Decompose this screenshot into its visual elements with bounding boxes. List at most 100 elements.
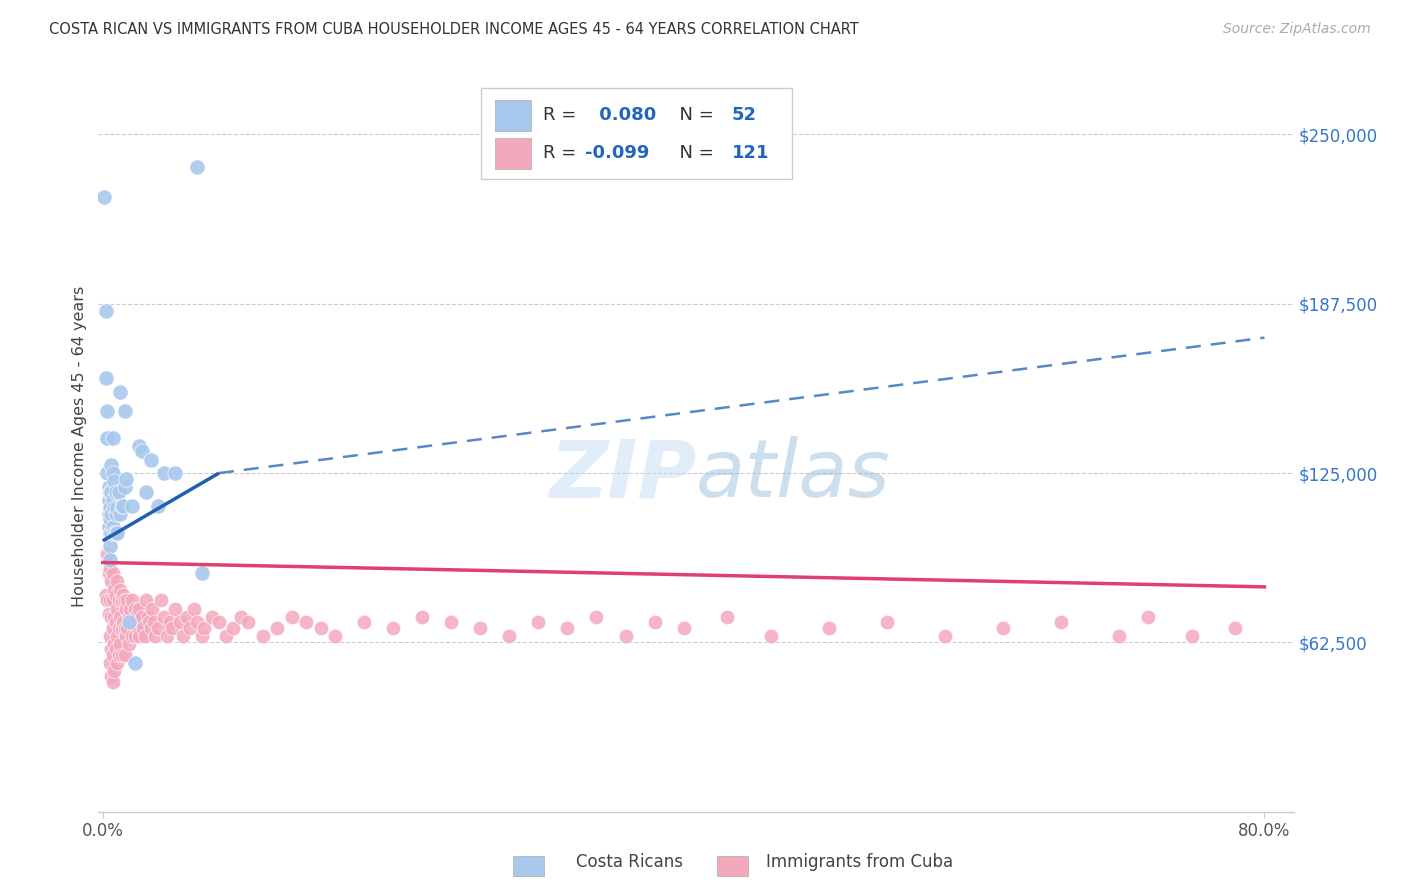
- Point: [138, 615, 160, 629]
- Text: Costa Ricans: Costa Ricans: [576, 853, 683, 871]
- Text: 52: 52: [733, 106, 756, 124]
- Point: [114, 404, 136, 418]
- Point: [93, 190, 115, 204]
- Point: [111, 499, 134, 513]
- Point: [97, 607, 120, 621]
- Point: [115, 629, 138, 643]
- Point: [614, 629, 637, 643]
- Point: [121, 629, 143, 643]
- Point: [97, 520, 120, 534]
- Point: [382, 620, 405, 634]
- Point: [105, 525, 128, 540]
- Point: [644, 615, 666, 629]
- Point: [97, 566, 120, 581]
- Point: [1181, 629, 1204, 643]
- Point: [162, 620, 184, 634]
- Point: [759, 629, 782, 643]
- Point: [120, 601, 142, 615]
- Point: [108, 637, 131, 651]
- Point: [111, 648, 134, 662]
- Point: [100, 669, 122, 683]
- Point: [136, 609, 159, 624]
- Point: [115, 601, 138, 615]
- Point: [122, 615, 145, 629]
- Text: 121: 121: [733, 145, 769, 162]
- Point: [107, 620, 129, 634]
- Point: [104, 642, 127, 657]
- Point: [101, 674, 124, 689]
- Point: [179, 620, 201, 634]
- Point: [129, 615, 152, 629]
- Point: [103, 582, 125, 597]
- Point: [103, 525, 125, 540]
- Text: N =: N =: [668, 145, 720, 162]
- Point: [135, 485, 157, 500]
- Point: [96, 431, 118, 445]
- Point: [229, 609, 252, 624]
- Point: [117, 593, 139, 607]
- Point: [139, 452, 162, 467]
- Point: [103, 501, 125, 516]
- Point: [114, 480, 136, 494]
- Point: [142, 615, 165, 629]
- Point: [101, 593, 124, 607]
- Point: [818, 620, 841, 634]
- Point: [94, 588, 117, 602]
- Point: [100, 458, 122, 472]
- Point: [117, 620, 139, 634]
- Point: [124, 656, 146, 670]
- Point: [135, 593, 157, 607]
- Point: [98, 539, 121, 553]
- Point: [112, 499, 135, 513]
- Point: [146, 499, 169, 513]
- Text: N =: N =: [668, 106, 720, 124]
- Point: [107, 648, 129, 662]
- Point: [222, 620, 245, 634]
- Point: [105, 574, 128, 589]
- Point: [101, 466, 124, 480]
- Point: [193, 620, 215, 634]
- Point: [103, 664, 125, 678]
- Point: [98, 593, 121, 607]
- Point: [128, 439, 150, 453]
- Point: [100, 609, 122, 624]
- Point: [96, 547, 118, 561]
- Point: [96, 404, 118, 418]
- Point: [98, 656, 121, 670]
- Point: [98, 629, 121, 643]
- Point: [103, 609, 125, 624]
- Point: [97, 493, 120, 508]
- Point: [132, 620, 155, 634]
- Point: [97, 520, 120, 534]
- Y-axis label: Householder Income Ages 45 - 64 years: Householder Income Ages 45 - 64 years: [72, 285, 87, 607]
- Point: [118, 615, 141, 629]
- Point: [103, 637, 125, 651]
- Text: COSTA RICAN VS IMMIGRANTS FROM CUBA HOUSEHOLDER INCOME AGES 45 - 64 YEARS CORREL: COSTA RICAN VS IMMIGRANTS FROM CUBA HOUS…: [49, 22, 859, 37]
- Point: [266, 620, 288, 634]
- Point: [96, 466, 118, 480]
- Point: [108, 609, 131, 624]
- Point: [114, 620, 136, 634]
- Text: R =: R =: [543, 145, 582, 162]
- Point: [100, 642, 122, 657]
- Point: [411, 609, 433, 624]
- Point: [94, 371, 117, 385]
- Point: [115, 471, 138, 485]
- Point: [124, 629, 146, 643]
- Point: [309, 620, 332, 634]
- Point: [118, 609, 141, 624]
- Point: [152, 466, 174, 480]
- Point: [101, 493, 124, 508]
- Point: [585, 609, 607, 624]
- Point: [108, 582, 131, 597]
- Point: [94, 303, 117, 318]
- Point: [201, 609, 224, 624]
- Point: [98, 512, 121, 526]
- Point: [105, 629, 128, 643]
- Point: [121, 593, 143, 607]
- Point: [100, 507, 122, 521]
- Point: [107, 593, 129, 607]
- Point: [104, 507, 127, 521]
- Point: [186, 615, 208, 629]
- Point: [96, 593, 118, 607]
